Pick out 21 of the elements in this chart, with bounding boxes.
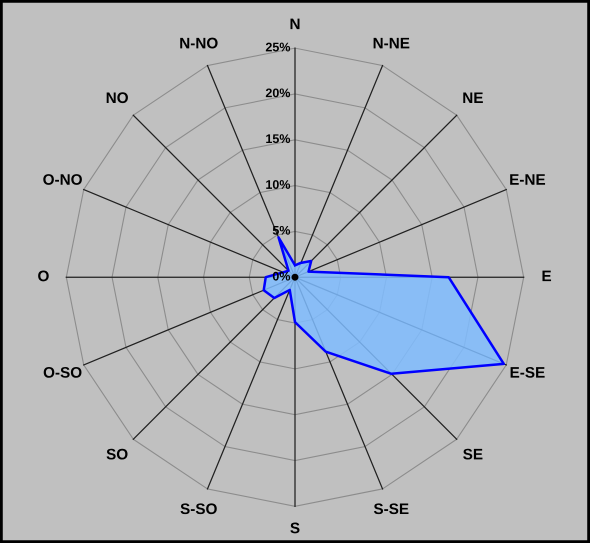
spoke-label: N — [290, 18, 300, 30]
spoke-label: O — [38, 270, 49, 282]
spoke-label: SO — [106, 448, 128, 460]
spoke-label: S — [290, 522, 300, 534]
spoke-label: E-SE — [510, 366, 545, 378]
spoke-label: N-NO — [180, 38, 218, 48]
y-tick-label: 15% — [266, 134, 290, 144]
spoke-label: SE — [463, 448, 482, 460]
spoke-label: NO — [106, 92, 128, 104]
y-tick-label: 20% — [266, 88, 290, 98]
spoke-label: NE — [463, 92, 483, 103]
spoke-label: O-NO — [43, 174, 82, 185]
y-tick-label: 0% — [272, 272, 290, 281]
spoke-label: E — [542, 270, 552, 282]
spoke-label: O-SO — [44, 366, 82, 378]
spoke-label: S-SO — [180, 503, 217, 514]
y-tick-label: 25% — [266, 42, 290, 52]
spoke-label: E-NE — [510, 174, 546, 185]
y-tick-label: 10% — [266, 180, 290, 189]
spoke-label: S-SE — [374, 503, 408, 514]
spoke-label: N-NE — [374, 38, 410, 48]
